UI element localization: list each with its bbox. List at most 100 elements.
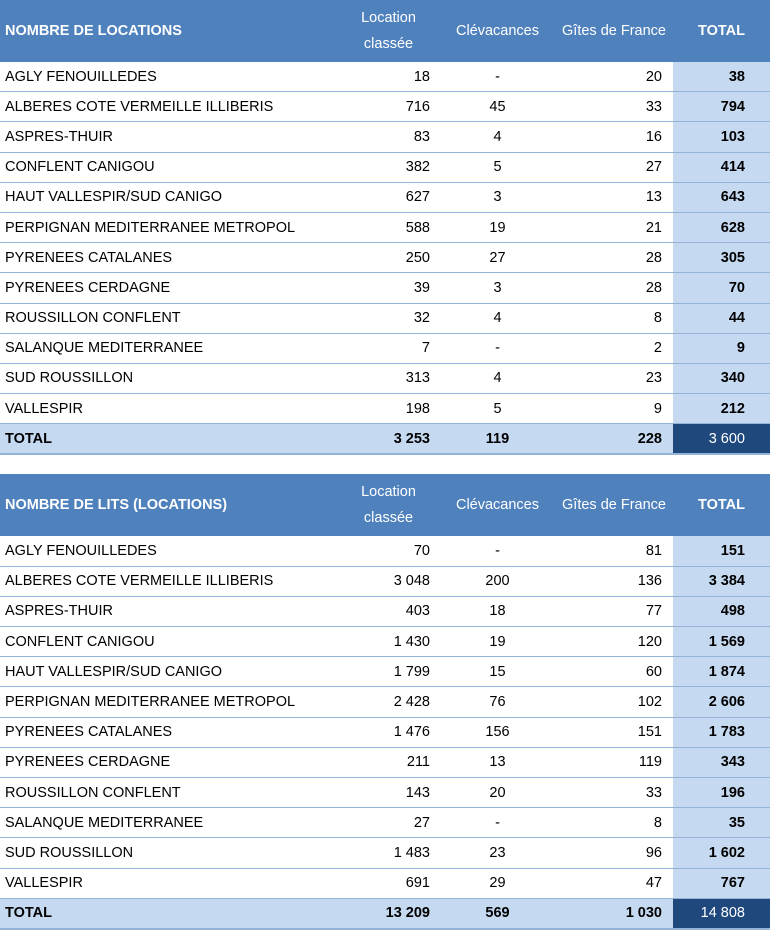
column-header: Clévacances (440, 474, 555, 537)
value-cell: 70 (337, 536, 440, 567)
table-row: PYRENEES CERDAGNE 39 3 28 70 (0, 272, 770, 304)
value-cell: - (440, 333, 555, 364)
table-row: HAUT VALLESPIR/SUD CANIGO 627 3 13 643 (0, 182, 770, 213)
value-cell: 5 (440, 393, 555, 425)
row-label: PERPIGNAN MEDITERRANEE METROPOL (0, 212, 337, 244)
grand-total-cell: 14 808 (673, 898, 770, 930)
row-label: ASPRES-THUIR (0, 121, 337, 153)
row-label: VALLESPIR (0, 868, 337, 899)
table-row: PYRENEES CATALANES 250 27 28 305 (0, 242, 770, 274)
row-total-cell: 343 (673, 747, 770, 778)
row-total-cell: 414 (673, 152, 770, 183)
value-cell: 588 (337, 212, 440, 244)
table-row: PYRENEES CERDAGNE 211 13 119 343 (0, 747, 770, 778)
value-cell: 143 (337, 777, 440, 809)
table-row: AGLY FENOUILLEDES 18-20 38 (0, 62, 770, 93)
value-cell: 76 (440, 686, 555, 718)
table-row: ROUSSILLON CONFLENT 32 4 8 44 (0, 303, 770, 334)
column-header: TOTAL (673, 0, 770, 62)
table-row: CONFLENT CANIGOU 382 5 27 414 (0, 152, 770, 183)
row-label: SUD ROUSSILLON (0, 363, 337, 395)
row-total-cell: 628 (673, 212, 770, 244)
row-total-cell: 767 (673, 868, 770, 899)
row-total-cell: 35 (673, 807, 770, 839)
value-cell: 47 (555, 868, 673, 899)
value-cell: 7 (337, 333, 440, 364)
value-cell: 1 483 (337, 837, 440, 869)
value-cell: 313 (337, 363, 440, 395)
row-total-cell: 305 (673, 242, 770, 274)
row-total-cell: 103 (673, 121, 770, 153)
row-total-cell: 70 (673, 272, 770, 304)
value-cell: 1 430 (337, 626, 440, 658)
table-row: SUD ROUSSILLON 313 4 23 340 (0, 363, 770, 395)
total-cell: 119 (440, 423, 555, 456)
total-cell: 228 (555, 423, 673, 456)
table-row: HAUT VALLESPIR/SUD CANIGO 1 799 15 60 1 874 (0, 656, 770, 688)
row-total-cell: 2 606 (673, 686, 770, 718)
column-header: Gîtes de France (555, 474, 673, 537)
row-label: CONFLENT CANIGOU (0, 152, 337, 183)
table-row: PYRENEES CATALANES 1 476 156 151 1 783 (0, 717, 770, 748)
row-label: SALANQUE MEDITERRANEE (0, 807, 337, 839)
table-gap (0, 455, 770, 474)
value-cell: - (440, 62, 555, 93)
table-row: SUD ROUSSILLON 1 483 23 96 1 602 (0, 837, 770, 869)
total-label: TOTAL (0, 423, 337, 456)
value-cell: 83 (337, 121, 440, 153)
total-cell: 569 (440, 898, 555, 930)
value-cell: 250 (337, 242, 440, 274)
row-total-cell: 151 (673, 536, 770, 567)
value-cell: 28 (555, 242, 673, 274)
value-cell: 33 (555, 777, 673, 809)
value-cell: 13 (440, 747, 555, 778)
value-cell: 18 (440, 596, 555, 628)
header-row: NOMBRE DE LITS (LOCATIONS) Location class… (0, 474, 770, 537)
row-label: ALBERES COTE VERMEILLE ILLIBERIS (0, 566, 337, 597)
value-cell: 119 (555, 747, 673, 778)
value-cell: 39 (337, 272, 440, 304)
row-label: CONFLENT CANIGOU (0, 626, 337, 658)
value-cell: 45 (440, 91, 555, 123)
row-total-cell: 794 (673, 91, 770, 123)
value-cell: 3 (440, 272, 555, 304)
value-cell: 16 (555, 121, 673, 153)
value-cell: 21 (555, 212, 673, 244)
column-header: Location classée (337, 474, 440, 537)
value-cell: 77 (555, 596, 673, 628)
value-cell: 23 (440, 837, 555, 869)
total-row: TOTAL 3 253 119 228 3 600 (0, 423, 770, 456)
row-total-cell: 1 874 (673, 656, 770, 688)
row-label: PERPIGNAN MEDITERRANEE METROPOL (0, 686, 337, 718)
table-row: SALANQUE MEDITERRANEE 7-2 9 (0, 333, 770, 364)
table-row: ALBERES COTE VERMEILLE ILLIBERIS 3 048 200… (0, 566, 770, 597)
value-cell: 4 (440, 303, 555, 334)
total-cell: 1 030 (555, 898, 673, 930)
value-cell: 32 (337, 303, 440, 334)
table-row: ROUSSILLON CONFLENT 143 20 33 196 (0, 777, 770, 809)
row-label: PYRENEES CERDAGNE (0, 272, 337, 304)
header-row: NOMBRE DE LOCATIONS Location classée Cléva… (0, 0, 770, 62)
value-cell: 33 (555, 91, 673, 123)
value-cell: 27 (337, 807, 440, 839)
row-total-cell: 196 (673, 777, 770, 809)
value-cell: 8 (555, 807, 673, 839)
value-cell: 20 (440, 777, 555, 809)
table-title: NOMBRE DE LITS (LOCATIONS) (0, 474, 337, 537)
value-cell: 200 (440, 566, 555, 597)
value-cell: 2 428 (337, 686, 440, 718)
row-total-cell: 44 (673, 303, 770, 334)
value-cell: 120 (555, 626, 673, 658)
value-cell: 2 (555, 333, 673, 364)
total-cell: 13 209 (337, 898, 440, 930)
row-label: AGLY FENOUILLEDES (0, 62, 337, 93)
value-cell: 96 (555, 837, 673, 869)
value-cell: 13 (555, 182, 673, 213)
table-row: ALBERES COTE VERMEILLE ILLIBERIS 716 45 33 7… (0, 91, 770, 123)
row-total-cell: 1 602 (673, 837, 770, 869)
row-total-cell: 212 (673, 393, 770, 425)
value-cell: 3 048 (337, 566, 440, 597)
row-total-cell: 38 (673, 62, 770, 93)
row-total-cell: 498 (673, 596, 770, 628)
